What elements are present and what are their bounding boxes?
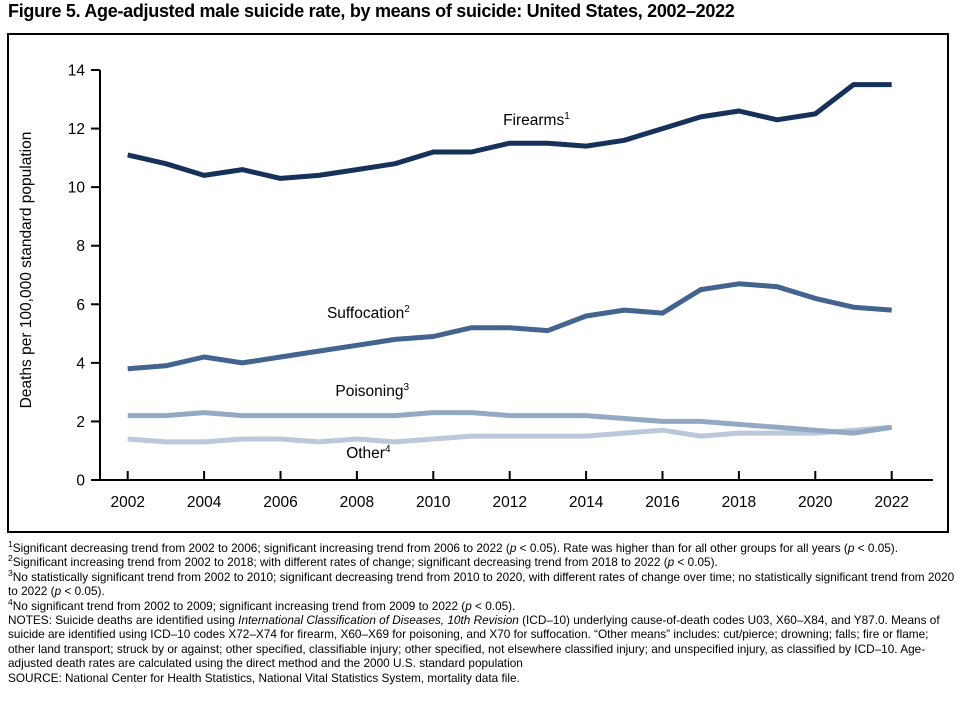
italic-text: International Classification of Diseases… bbox=[238, 613, 519, 628]
y-tick-label: 12 bbox=[68, 121, 85, 138]
y-tick-label: 10 bbox=[68, 180, 86, 197]
x-tick-label: 2020 bbox=[798, 494, 833, 511]
italic-text: p bbox=[847, 541, 855, 555]
italic-text: p bbox=[509, 541, 517, 555]
footnotes: 1Significant decreasing trend from 2002 … bbox=[8, 539, 956, 685]
footnote-text: < 0.05). bbox=[471, 598, 516, 613]
footnote-text: No statistically significant trend from … bbox=[8, 569, 955, 599]
x-tick-label: 2004 bbox=[187, 494, 222, 511]
series-line-firearms bbox=[127, 82, 892, 181]
x-tick-label: 2018 bbox=[722, 494, 756, 511]
footnote-3: 3No statistically significant trend from… bbox=[8, 567, 956, 599]
series-line-other bbox=[127, 424, 892, 445]
y-tick-label: 0 bbox=[76, 473, 85, 490]
footnote-text: < 0.05). bbox=[854, 541, 899, 555]
footnote-marker: 4 bbox=[8, 596, 13, 607]
x-tick-label: 2016 bbox=[645, 494, 679, 511]
footnote-text: Significant decreasing trend from 2002 t… bbox=[12, 541, 510, 555]
y-tick-label: 14 bbox=[68, 63, 86, 80]
series-label-firearms: Firearms1 bbox=[503, 111, 570, 129]
footnote-text: Significant increasing trend from 2002 t… bbox=[12, 555, 668, 570]
source-line: SOURCE: National Center for Health Stati… bbox=[8, 670, 520, 685]
y-tick-label: 6 bbox=[76, 297, 85, 314]
y-tick-label: 2 bbox=[76, 414, 85, 431]
footnote-text: NOTES: Suicide deaths are identified usi… bbox=[8, 613, 239, 628]
y-axis-title: Deaths per 100,000 standard population bbox=[18, 132, 35, 409]
figure-title: Figure 5. Age-adjusted male suicide rate… bbox=[8, 1, 735, 21]
notes-paragraph: NOTES: Suicide deaths are identified usi… bbox=[8, 613, 956, 671]
series-line-poisoning bbox=[127, 410, 893, 436]
series-label-other: Other4 bbox=[346, 444, 391, 462]
x-tick-label: 2010 bbox=[416, 494, 451, 511]
x-tick-label: 2002 bbox=[110, 494, 144, 511]
x-tick-label: 2014 bbox=[569, 494, 604, 511]
x-tick-label: 2006 bbox=[263, 494, 297, 511]
footnote-text: < 0.05). Rate was higher than for all ot… bbox=[516, 541, 848, 555]
footnote-marker: 2 bbox=[8, 553, 13, 564]
footnote-marker: 1 bbox=[8, 539, 13, 550]
footnote-text: < 0.05). bbox=[674, 555, 718, 570]
footnote-text: < 0.05). bbox=[61, 584, 105, 599]
footnote-4: 4No significant trend from 2002 to 2009;… bbox=[8, 596, 956, 613]
x-tick-label: 2022 bbox=[874, 494, 908, 511]
footnote-marker: 3 bbox=[8, 567, 13, 578]
x-tick-label: 2008 bbox=[340, 494, 374, 511]
footnote-2: 2Significant increasing trend from 2002 … bbox=[8, 553, 956, 570]
line-chart: 0 2 4 6 8 10 12 14 2002 2004 2006 2008 2010 2012 2014 2… bbox=[18, 63, 933, 511]
y-tick-label: 8 bbox=[76, 238, 85, 255]
series-label-poisoning: Poisoning3 bbox=[335, 382, 409, 400]
footnote-text: No significant trend from 2002 to 2009; … bbox=[12, 598, 466, 613]
y-tick-label: 4 bbox=[76, 355, 85, 372]
series-label-suffocation: Suffocation2 bbox=[327, 304, 410, 322]
italic-text: p bbox=[465, 598, 472, 613]
series-line-suffocation bbox=[127, 281, 892, 372]
footnote-text: (ICD–10) underlying cause-of-death codes… bbox=[8, 613, 940, 671]
figure-box: 0 2 4 6 8 10 12 14 2002 2004 2006 2008 2010 2012 2014 2… bbox=[7, 33, 949, 533]
footnote-1: 1Significant decreasing trend from 2002 … bbox=[8, 539, 956, 555]
italic-text: p bbox=[667, 555, 675, 570]
italic-text: p bbox=[54, 584, 62, 599]
x-tick-label: 2012 bbox=[492, 494, 526, 511]
